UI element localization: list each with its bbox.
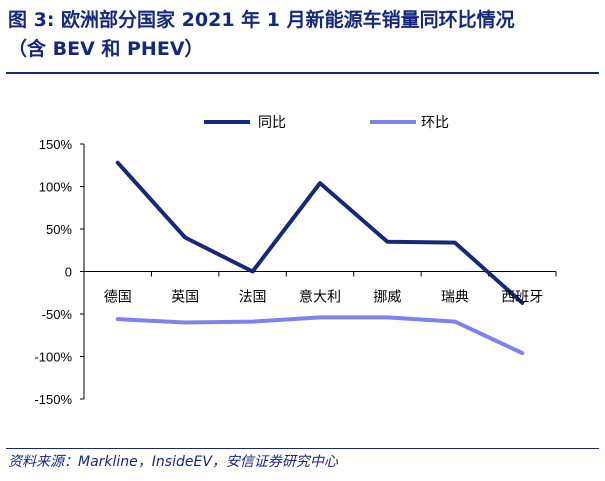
source-rule (6, 448, 599, 449)
title-rule (6, 72, 599, 74)
category-label: 西班牙 (501, 290, 543, 306)
legend: 同比 环比 (204, 115, 449, 131)
series-line-mom (115, 315, 525, 356)
y-tick-label: -50% (42, 307, 73, 322)
title-line-2: （含 BEV 和 PHEV） (8, 38, 204, 60)
category-label: 意大利 (299, 289, 341, 306)
category-label: 瑞典 (441, 290, 469, 306)
category-label: 挪威 (373, 290, 401, 306)
y-tick-label: 150% (39, 137, 73, 152)
axes: 150% 100% 50% 0 -50% -100% -150% (34, 137, 557, 407)
y-tick-label: 100% (39, 180, 73, 195)
series-lines (115, 160, 525, 356)
series-line-yoy (115, 160, 525, 305)
y-tick-label: 0 (65, 265, 72, 280)
source-note: 资料来源：Markline，InsideEV，安信证券研究中心 (8, 454, 338, 470)
legend-label: 同比 (258, 115, 286, 131)
category-label: 德国 (104, 290, 132, 306)
legend-label: 环比 (421, 115, 449, 131)
category-labels: 德国 英国 法国 意大利 挪威 瑞典 西班牙 (104, 289, 544, 306)
chart-title: 图 3: 欧洲部分国家 2021 年 1 月新能源车销量同环比情况 （含 BEV… (8, 6, 598, 64)
category-label: 法国 (239, 290, 267, 306)
title-line-1: 图 3: 欧洲部分国家 2021 年 1 月新能源车销量同环比情况 (8, 9, 515, 31)
y-tick-label: -150% (34, 392, 72, 407)
y-tick-label: -100% (34, 350, 72, 365)
y-tick-label: 50% (46, 222, 72, 237)
category-label: 英国 (171, 289, 199, 306)
